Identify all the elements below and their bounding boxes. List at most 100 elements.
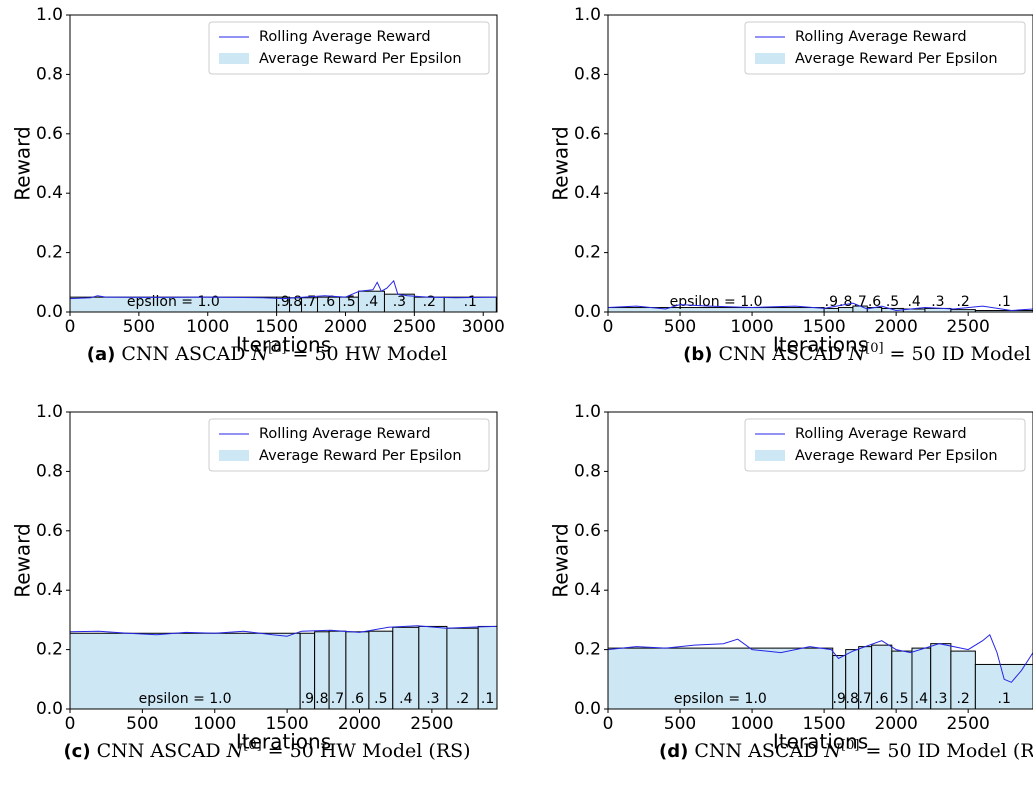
epsilon-label: .2 <box>423 294 436 310</box>
epsilon-bar <box>974 663 1033 710</box>
caption-label: (c) <box>63 741 90 762</box>
epsilon-label: .3 <box>426 691 439 707</box>
legend-box <box>208 418 490 472</box>
epsilon-label: .1 <box>481 691 494 707</box>
epsilon-label: .7 <box>853 294 866 310</box>
panel: epsilon = 1.0.9.8.7.6.5.4.3.2.10 500 1000 1… <box>549 5 1033 365</box>
y-tick-label: 0.0 <box>36 302 63 322</box>
x-tick-label: 2000 <box>338 714 381 734</box>
legend-label: Rolling Average Reward <box>795 426 967 442</box>
y-tick-label: 1.0 <box>36 402 63 422</box>
y-tick-label: 0.4 <box>574 183 601 203</box>
x-tick-label: 0 <box>65 317 76 337</box>
epsilon-label: .9 <box>833 691 846 707</box>
x-tick-label: 2500 <box>947 317 990 337</box>
epsilon-label: .8 <box>289 294 302 310</box>
legend-box <box>744 21 1026 75</box>
caption-var: N <box>226 740 245 762</box>
caption: (c) CNN ASCAD N[0] = 50 HW Model (RS) <box>63 738 470 762</box>
y-tick-label: 0.8 <box>36 461 63 481</box>
rolling-average-line <box>607 302 1033 312</box>
legend-label: Rolling Average Reward <box>795 29 967 45</box>
rolling-average-line <box>607 633 1033 683</box>
caption-label: (b) <box>683 344 712 365</box>
x-tick-label: 500 <box>664 317 696 337</box>
x-tick-label: 1500 <box>802 714 845 734</box>
caption: (b) CNN ASCAD N[0] = 50 ID Model <box>683 341 1031 365</box>
y-tick-label: 1.0 <box>36 5 63 25</box>
y-tick-label: 0.2 <box>574 243 601 263</box>
epsilon-bar <box>69 632 301 710</box>
y-axis-label: Reward <box>11 126 35 200</box>
epsilon-label: .2 <box>956 691 969 707</box>
legend-bar-swatch <box>219 53 249 64</box>
caption-text: CNN ASCAD <box>718 343 842 365</box>
epsilon-label: .8 <box>315 691 328 707</box>
y-tick-label: 0.6 <box>36 124 63 144</box>
x-tick-label: 1000 <box>186 317 229 337</box>
caption-text: CNN ASCAD <box>97 740 221 762</box>
epsilon-label: .9 <box>276 294 289 310</box>
y-tick-label: 0.0 <box>36 699 63 719</box>
epsilon-label: epsilon = 1.0 <box>139 691 232 707</box>
epsilon-label: .5 <box>342 294 355 310</box>
caption-sup: [0] <box>243 738 261 753</box>
epsilon-label: .6 <box>351 691 364 707</box>
caption-rest: = 50 HW Model (RS) <box>268 740 471 762</box>
epsilon-label: .1 <box>998 691 1011 707</box>
caption-sup: [0] <box>865 341 883 356</box>
x-tick-label: 0 <box>65 714 76 734</box>
caption-var: N <box>823 740 842 762</box>
x-tick-label: 500 <box>123 317 155 337</box>
caption: (a) CNN ASCAD N[0] = 50 HW Model <box>87 341 447 365</box>
epsilon-bar <box>950 650 976 710</box>
epsilon-label: .6 <box>322 294 335 310</box>
plot-frame <box>607 411 1033 710</box>
legend-bar-swatch <box>755 53 785 64</box>
epsilon-label: .9 <box>301 691 314 707</box>
plot-frame <box>69 411 498 710</box>
x-tick-label: 2500 <box>947 714 990 734</box>
caption-label: (a) <box>87 344 116 365</box>
x-tick-label: 1000 <box>193 714 236 734</box>
x-tick-label: 2000 <box>324 317 367 337</box>
x-tick-label: 1000 <box>730 317 773 337</box>
caption-var: N <box>250 343 269 365</box>
x-tick-label: 500 <box>664 714 696 734</box>
epsilon-label: .4 <box>915 691 928 707</box>
legend-label: Average Reward Per Epsilon <box>795 448 998 464</box>
x-tick-label: 0 <box>603 714 614 734</box>
epsilon-label: epsilon = 1.0 <box>670 294 763 310</box>
epsilon-label: .3 <box>931 294 944 310</box>
legend-label: Rolling Average Reward <box>259 29 431 45</box>
epsilon-label: .4 <box>365 294 378 310</box>
caption-rest: = 50 ID Model (RS) <box>865 740 1033 762</box>
plot-frame <box>607 14 1033 313</box>
y-tick-label: 0.2 <box>36 243 63 263</box>
y-tick-label: 1.0 <box>574 402 601 422</box>
x-tick-label: 0 <box>603 317 614 337</box>
epsilon-label: .5 <box>374 691 387 707</box>
y-tick-label: 0.0 <box>574 699 601 719</box>
x-tick-label: 2000 <box>875 317 918 337</box>
y-axis-label: Reward <box>549 523 573 597</box>
epsilon-label: epsilon = 1.0 <box>674 691 767 707</box>
caption-rest: = 50 HW Model <box>293 343 448 365</box>
x-axis-label: Iterations <box>773 730 868 754</box>
epsilon-label: .6 <box>868 294 881 310</box>
y-axis-label: Reward <box>549 126 573 200</box>
epsilon-label: .3 <box>393 294 406 310</box>
legend-label: Rolling Average Reward <box>259 426 431 442</box>
epsilon-label: .8 <box>839 294 852 310</box>
epsilon-bar <box>607 647 834 710</box>
legend-label: Average Reward Per Epsilon <box>259 448 462 464</box>
y-tick-label: 0.6 <box>574 521 601 541</box>
epsilon-label: .2 <box>956 294 969 310</box>
x-tick-label: 1500 <box>265 714 308 734</box>
x-tick-label: 2500 <box>393 317 436 337</box>
caption-text: CNN ASCAD <box>694 740 818 762</box>
y-tick-label: 0.4 <box>36 183 63 203</box>
epsilon-label: .8 <box>846 691 859 707</box>
